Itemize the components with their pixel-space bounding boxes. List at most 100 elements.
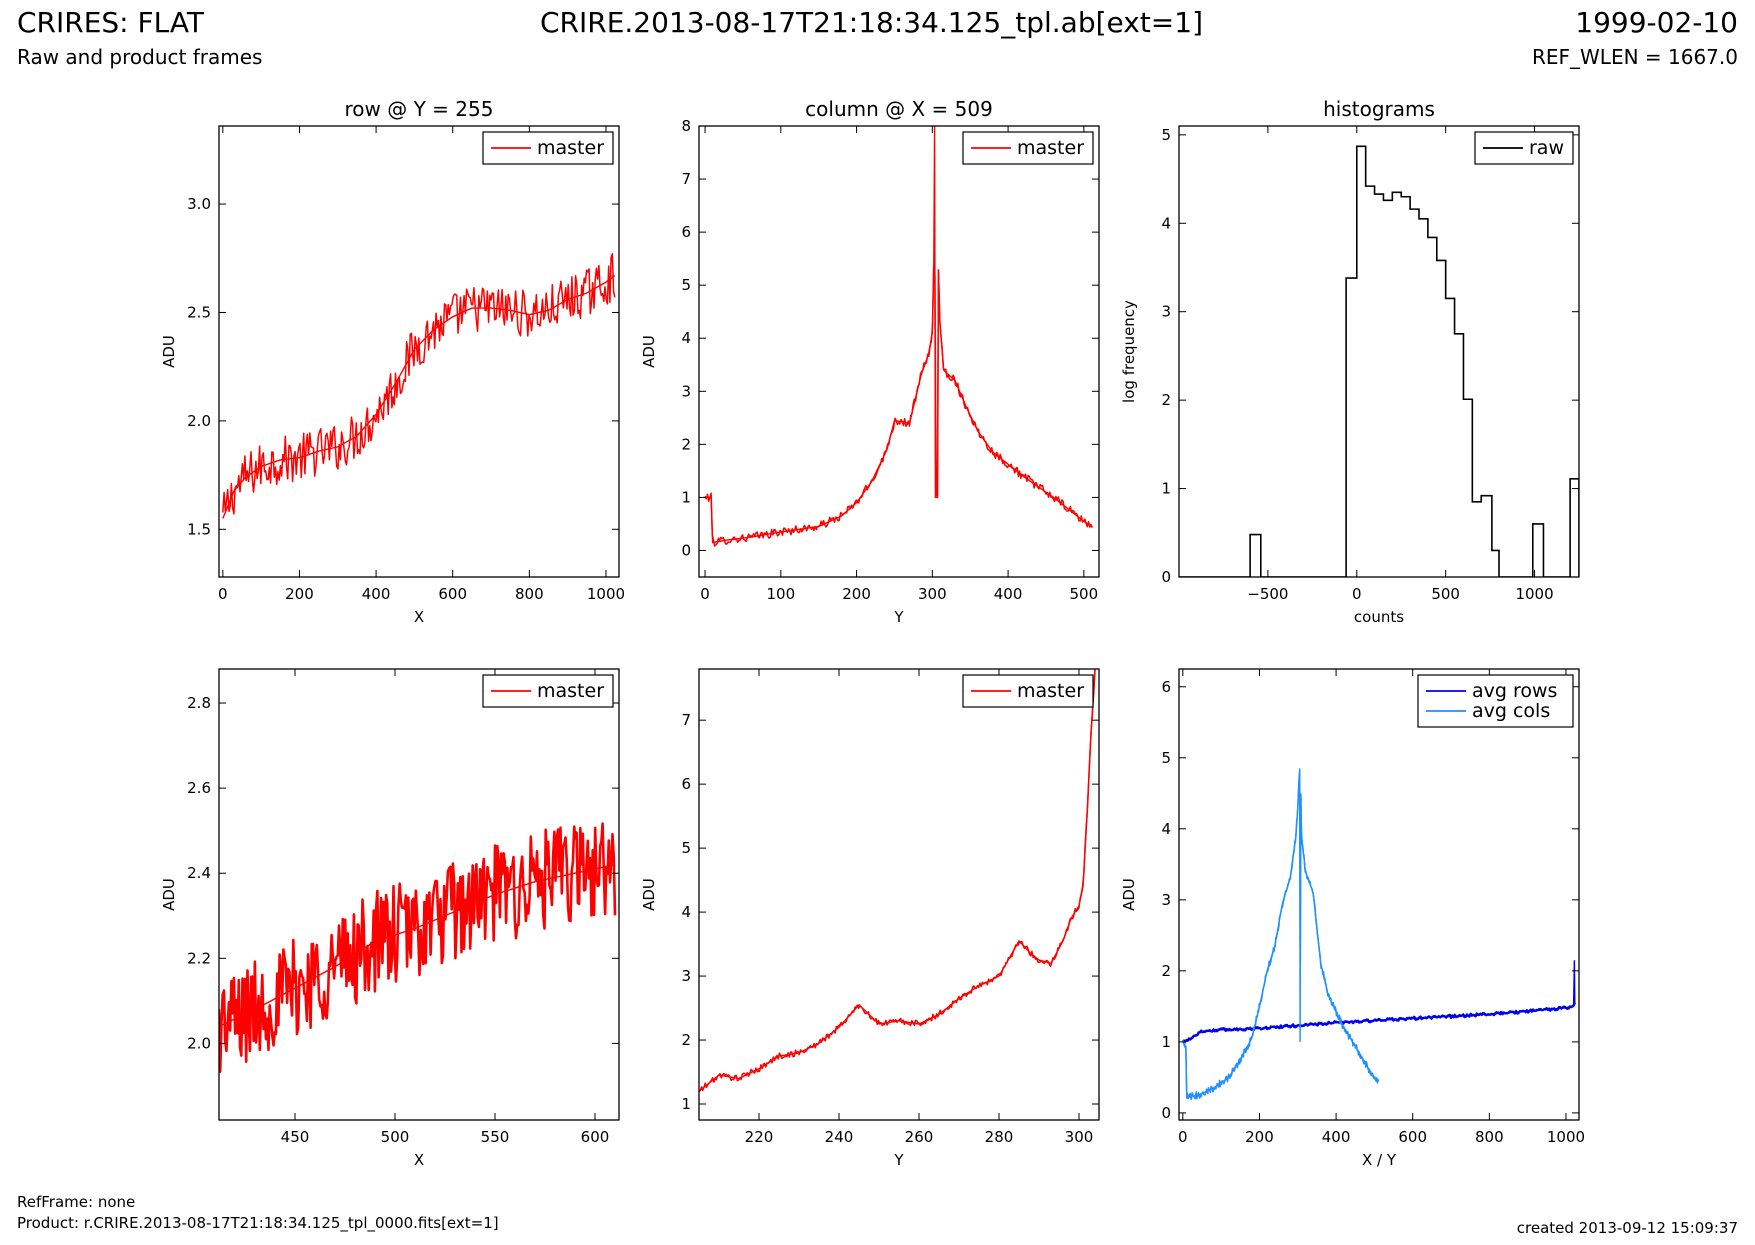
plot-area xyxy=(704,126,1093,547)
x-tick-label: 800 xyxy=(515,585,544,603)
x-tick-label: 500 xyxy=(381,1128,410,1146)
x-tick-label: 400 xyxy=(994,585,1023,603)
x-tick-label: 260 xyxy=(905,1128,934,1146)
chart-title: histograms xyxy=(1323,97,1435,121)
y-tick-label: 2 xyxy=(1161,962,1171,980)
y-tick-label: 6 xyxy=(681,775,691,793)
y-tick-label: 2.8 xyxy=(187,694,211,712)
y-tick-label: 2 xyxy=(681,1031,691,1049)
y-tick-label: 7 xyxy=(681,711,691,729)
x-tick-label: 220 xyxy=(745,1128,774,1146)
x-axis-label: Y xyxy=(893,608,904,626)
x-tick-label: 200 xyxy=(1245,1128,1274,1146)
x-tick-label: 240 xyxy=(825,1128,854,1146)
y-tick-label: 3 xyxy=(1161,303,1171,321)
x-tick-label: 600 xyxy=(581,1128,610,1146)
y-tick-label: 7 xyxy=(681,170,691,188)
plot-frame xyxy=(698,668,1100,1121)
x-tick-label: 1000 xyxy=(587,585,625,603)
page-title: CRIRES: FLAT xyxy=(17,6,204,39)
x-axis-label: X / Y xyxy=(1362,1151,1397,1169)
legend-label: master xyxy=(1017,680,1084,702)
histogram-raw xyxy=(1179,145,1579,577)
chart-title: column @ X = 509 xyxy=(805,97,993,121)
y-tick-label: 1 xyxy=(681,1095,691,1113)
series-line-master xyxy=(222,253,616,515)
x-axis-label: X xyxy=(414,608,424,626)
x-tick-label: 400 xyxy=(362,585,391,603)
series-keyline-avg-cols xyxy=(1182,768,1379,1099)
y-tick-label: 4 xyxy=(681,903,691,921)
y-tick-label: 2.4 xyxy=(187,864,211,882)
x-tick-label: 500 xyxy=(1070,585,1099,603)
chart-panel-4: 450 500 550 600 2.0 2.2 2.4 2.6 2.8 X ADU master xyxy=(160,668,620,1169)
y-tick-label: 5 xyxy=(1161,126,1171,144)
y-tick-label: 3 xyxy=(1161,891,1171,909)
plot-area xyxy=(219,822,617,1073)
refframe-label: RefFrame: none xyxy=(17,1193,136,1211)
y-tick-label: 2.2 xyxy=(187,949,211,967)
y-tick-label: 5 xyxy=(681,839,691,857)
x-tick-label: 200 xyxy=(285,585,314,603)
y-tick-label: 3 xyxy=(681,967,691,985)
frame-title: CRIRE.2013-08-17T21:18:34.125_tpl.ab[ext… xyxy=(540,6,1204,39)
chart-panel-6: 0 200 400 600 800 1000 0 1 2 3 4 5 6 X / Y ADU avg rows… xyxy=(1120,668,1585,1169)
legend-label: master xyxy=(1017,137,1084,159)
x-tick-label: 280 xyxy=(985,1128,1014,1146)
y-tick-label: 0 xyxy=(1161,1104,1171,1122)
y-tick-label: 1.5 xyxy=(187,520,211,538)
series-line-master xyxy=(219,822,617,1073)
y-tick-label: 8 xyxy=(681,117,691,135)
y-tick-label: 3 xyxy=(681,382,691,400)
y-axis-label: ADU xyxy=(160,335,178,368)
ref-wlen-label: REF_WLEN = 1667.0 xyxy=(1531,45,1738,69)
legend-box xyxy=(1417,674,1574,728)
legend-label: avg cols xyxy=(1472,700,1550,722)
y-axis-label: ADU xyxy=(1120,878,1138,911)
y-tick-label: 1 xyxy=(681,488,691,506)
plot-area xyxy=(699,669,1096,1092)
y-axis-label: ADU xyxy=(640,878,658,911)
series-line-master xyxy=(704,265,1093,547)
series-line-avg-rows xyxy=(1182,1001,1576,1043)
y-tick-label: 4 xyxy=(681,329,691,347)
y-tick-label: 4 xyxy=(1161,214,1171,232)
created-label: created 2013-09-12 15:09:37 xyxy=(1516,1219,1738,1237)
plot-area xyxy=(222,253,616,519)
y-tick-label: 1 xyxy=(1161,480,1171,498)
product-label: Product: r.CRIRE.2013-08-17T21:18:34.125… xyxy=(17,1214,499,1232)
x-tick-label: 500 xyxy=(1431,585,1460,603)
x-axis-label: counts xyxy=(1354,608,1404,626)
series-keyline-avg-rows xyxy=(1182,960,1576,1043)
plot-area xyxy=(1179,145,1579,577)
page-subtitle: Raw and product frames xyxy=(17,45,263,69)
y-tick-label: 6 xyxy=(1161,678,1171,696)
y-tick-label: 5 xyxy=(681,276,691,294)
plot-frame xyxy=(1178,125,1580,578)
x-tick-label: 0 xyxy=(218,585,228,603)
chart-panel-2: 0 100 200 300 400 500 0 1 2 3 4 5 6 7 8 Y ADU column @ X … xyxy=(640,97,1100,626)
y-tick-label: 5 xyxy=(1161,749,1171,767)
x-tick-label: 400 xyxy=(1322,1128,1351,1146)
x-axis-label: Y xyxy=(893,1151,904,1169)
legend-label: master xyxy=(537,680,604,702)
series-line-avg-cols xyxy=(1182,770,1380,1101)
y-axis-label: ADU xyxy=(160,878,178,911)
legend-label: raw xyxy=(1529,137,1564,159)
y-tick-label: 0 xyxy=(681,541,691,559)
legend-label: avg rows xyxy=(1472,680,1557,702)
x-tick-label: −500 xyxy=(1247,585,1288,603)
x-tick-label: 1000 xyxy=(1547,1128,1585,1146)
x-tick-label: 600 xyxy=(438,585,467,603)
x-tick-label: 100 xyxy=(766,585,795,603)
x-tick-label: 0 xyxy=(700,585,710,603)
plot-area xyxy=(1182,768,1576,1101)
x-tick-label: 600 xyxy=(1398,1128,1427,1146)
series-keyline-master xyxy=(705,126,1093,544)
date-label: 1999-02-10 xyxy=(1575,6,1738,39)
y-tick-label: 1 xyxy=(1161,1033,1171,1051)
x-tick-label: 0 xyxy=(1178,1128,1188,1146)
x-tick-label: 800 xyxy=(1475,1128,1504,1146)
x-tick-label: 200 xyxy=(842,585,871,603)
